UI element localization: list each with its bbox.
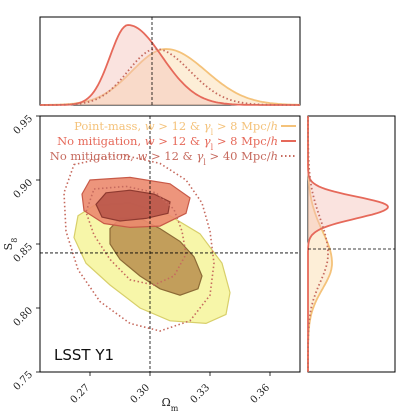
panel-label: LSST Y1 (54, 346, 114, 364)
y-axis-label: S8 (2, 238, 19, 251)
top-marginal-panel (39, 16, 301, 106)
y-axis-ticks: 0.75 0.80 0.85 0.90 0.95 (12, 113, 40, 393)
y-tick-label: 0.90 (12, 177, 36, 201)
x-axis-label: Ωm (162, 396, 179, 413)
no-mitigation-8-contour-68 (95, 189, 171, 222)
legend-point-mass: Point-mass, w > 12 & γl > 8 Mpc/h (74, 119, 278, 137)
top-point-mass-fill (40, 49, 300, 105)
legend: Point-mass, w > 12 & γl > 8 Mpc/hNo miti… (50, 119, 296, 167)
x-tick-label: 0.33 (189, 382, 213, 406)
y-tick-label: 0.95 (12, 113, 36, 137)
y-tick-label: 0.75 (12, 369, 36, 393)
x-tick-label: 0.27 (69, 382, 93, 406)
x-tick-label: 0.36 (249, 382, 273, 406)
legend-no-mitigation-40: No mitigation, w > 12 & γl > 40 Mpc/h (50, 149, 278, 167)
posterior-contours (63, 153, 231, 332)
top-marginal-frame (39, 16, 301, 106)
y-tick-label: 0.80 (12, 305, 36, 329)
point-mass-contour-68 (109, 217, 203, 296)
x-tick-label: 0.30 (129, 382, 153, 406)
main-panel: 0.27 0.30 0.33 0.36 0.75 0.80 0.85 0.90 0.95 Po… (12, 113, 301, 406)
top-no-mitigation-8-fill (40, 25, 300, 105)
legend-no-mitigation-8: No mitigation, w > 12 & γl > 8 Mpc/h (57, 134, 278, 152)
right-marginal-panel (307, 115, 396, 373)
no-mitigation-40-contour-95 (63, 153, 215, 332)
right-point-mass-fill (308, 116, 332, 372)
top-no-mitigation-8-curve (40, 24, 300, 106)
y-tick-label: 0.85 (12, 241, 36, 265)
omega-m-marginal-curves (40, 24, 300, 106)
right-no-mitigation-8-curve (307, 116, 389, 372)
s8-marginal-curves (307, 116, 389, 372)
